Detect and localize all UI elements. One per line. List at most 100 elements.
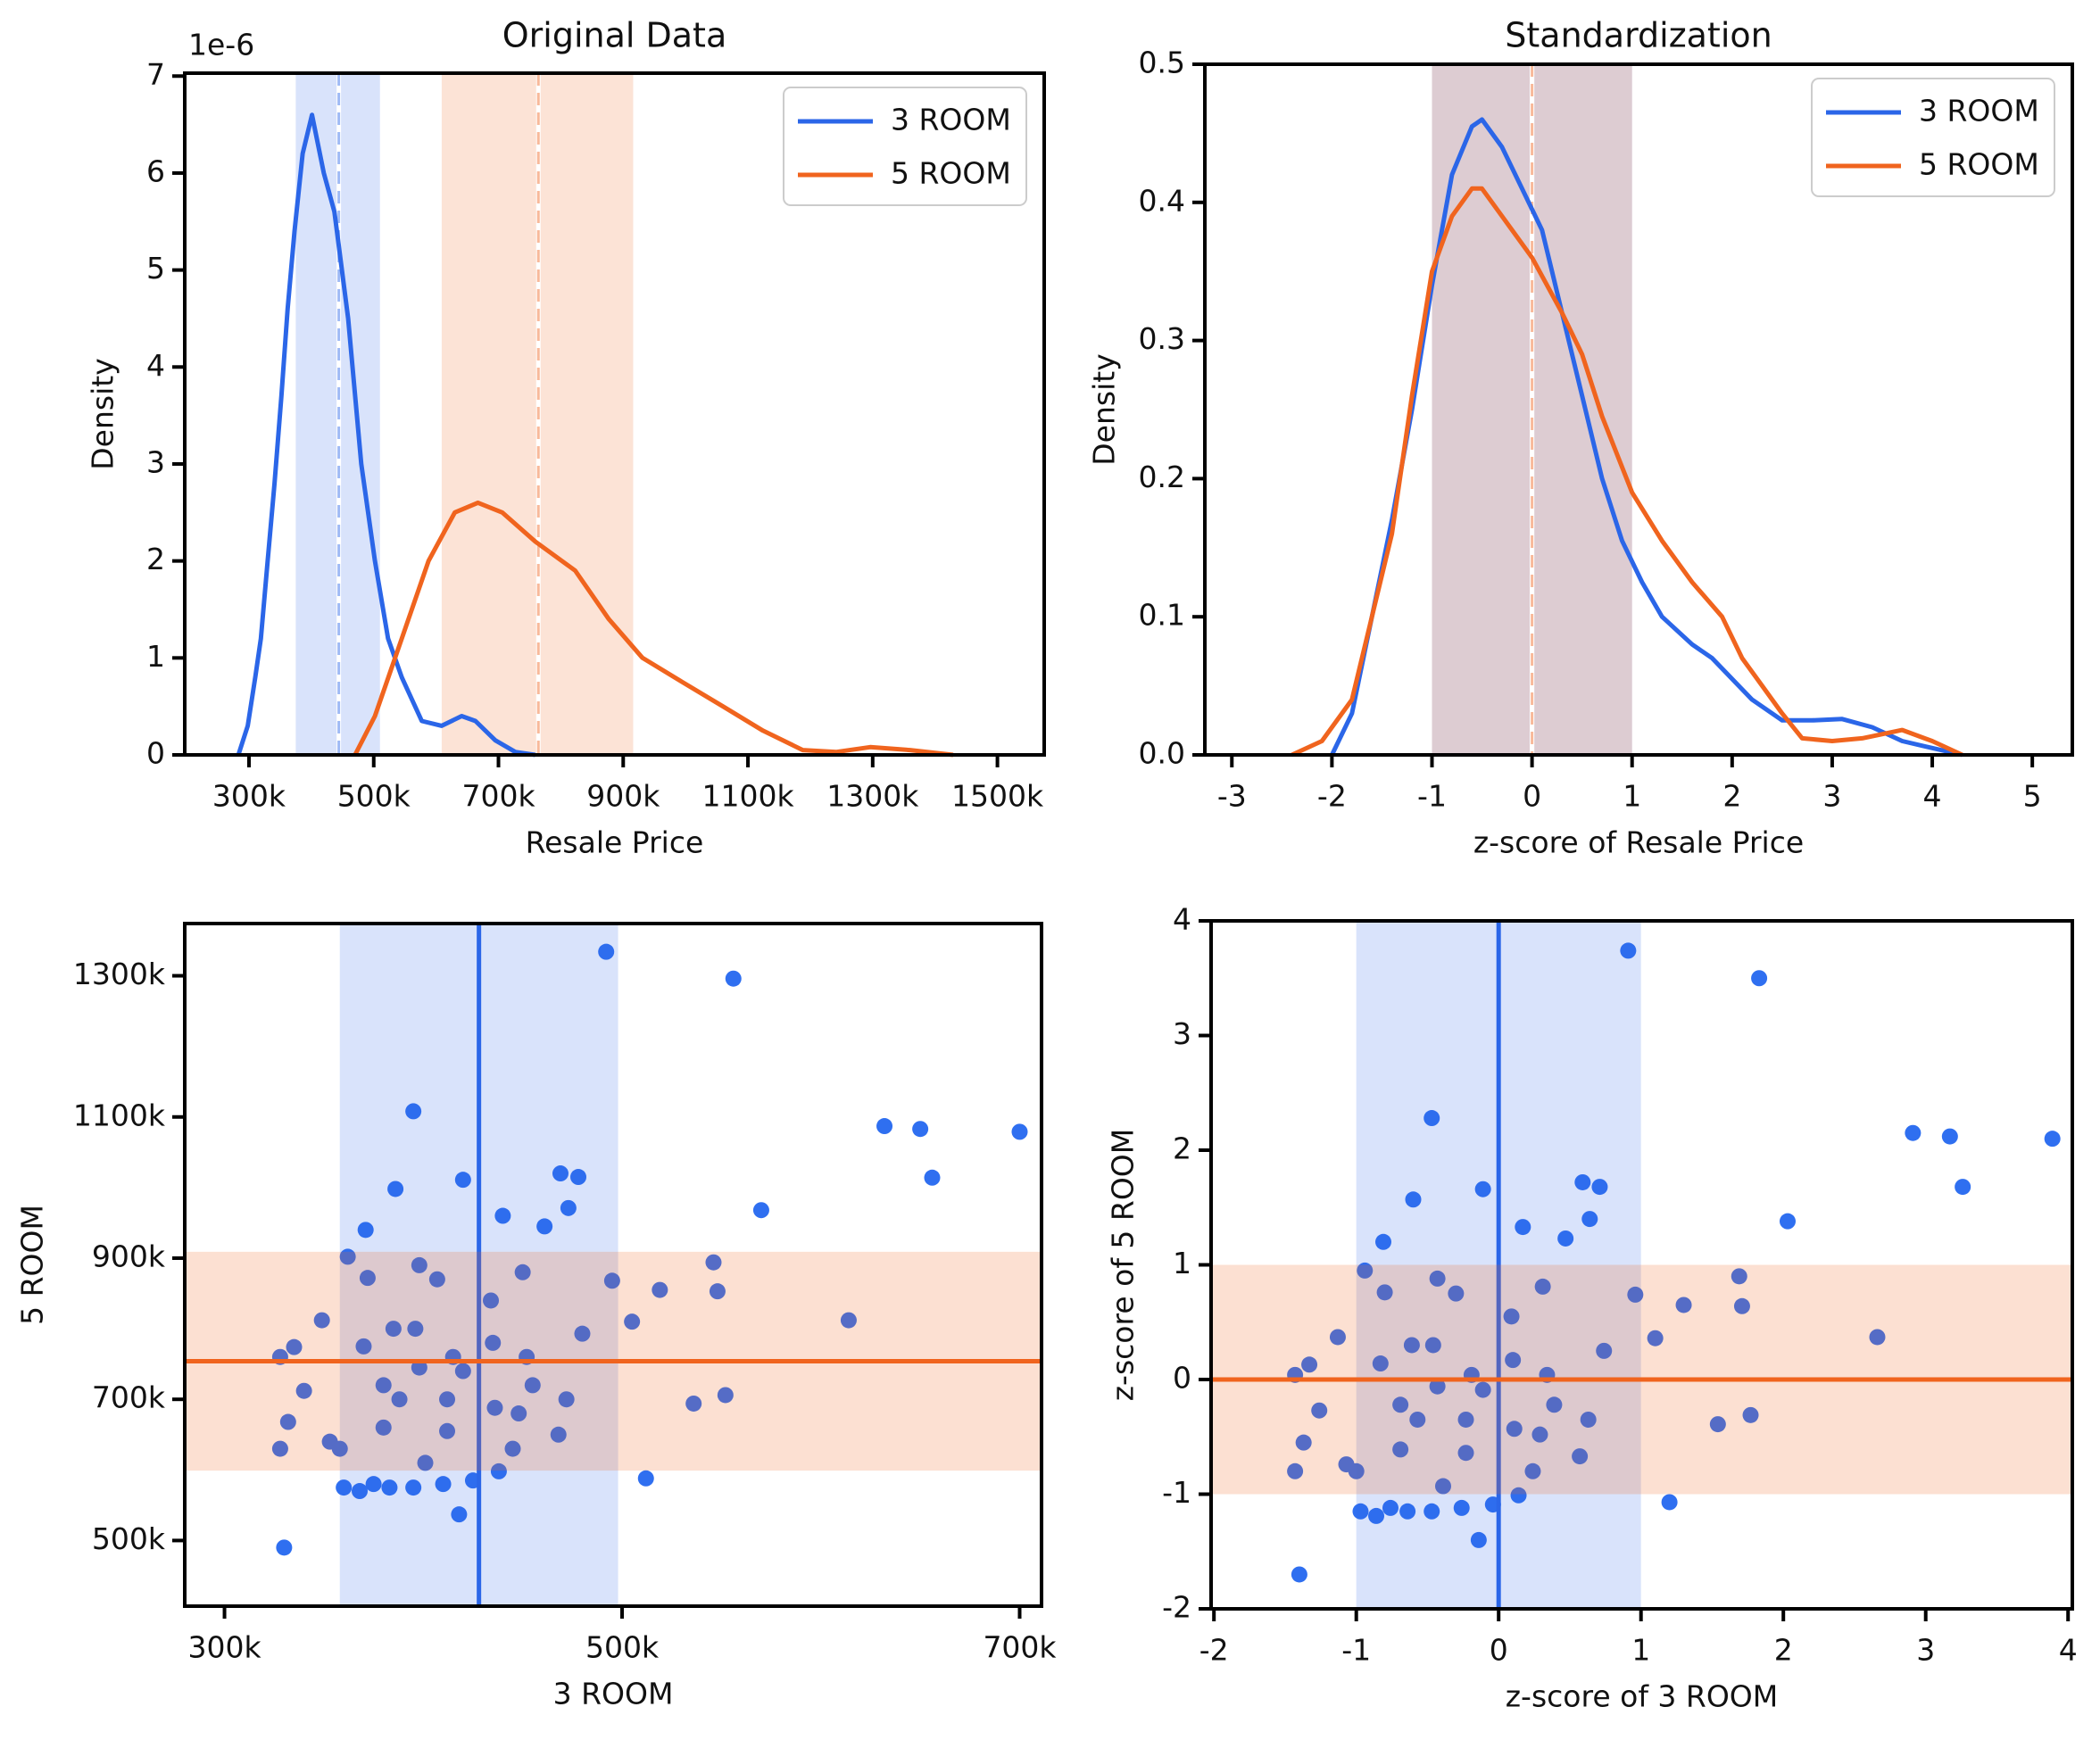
legend-label: 3 ROOM: [1919, 94, 2039, 128]
y-tick-label: 5: [146, 251, 165, 286]
point: [1733, 1297, 1750, 1314]
point: [295, 1382, 312, 1399]
point: [417, 1454, 434, 1471]
point: [1546, 1396, 1563, 1413]
x-tick-label: 900k: [586, 779, 660, 814]
point: [1457, 1411, 1474, 1428]
point: [1376, 1284, 1393, 1301]
point: [552, 1165, 569, 1182]
point: [485, 1334, 502, 1351]
y-tick-label: 1: [146, 639, 165, 674]
point: [1382, 1499, 1399, 1516]
y-tick-label: 1100k: [73, 1098, 166, 1132]
point: [411, 1359, 427, 1376]
point: [1301, 1356, 1318, 1373]
point: [510, 1405, 527, 1422]
point: [504, 1440, 521, 1457]
point: [705, 1254, 722, 1271]
point: [1506, 1421, 1523, 1438]
point: [1591, 1179, 1608, 1196]
legend-label: 3 ROOM: [891, 103, 1011, 137]
point: [1448, 1285, 1465, 1302]
x-tick-label: 300k: [187, 1630, 261, 1665]
point: [1392, 1396, 1409, 1413]
point: [1409, 1411, 1426, 1428]
x-tick-label: -3: [1217, 779, 1247, 814]
point: [411, 1256, 427, 1273]
y-tick-label: 1300k: [73, 957, 166, 991]
x-tick-label: 4: [1923, 779, 1942, 814]
y-tick-label: 1: [1173, 1246, 1191, 1280]
point: [490, 1462, 507, 1479]
point: [1295, 1434, 1312, 1451]
point: [483, 1292, 500, 1309]
point: [876, 1118, 893, 1135]
y-tick-label: 700k: [92, 1380, 166, 1415]
point: [1399, 1503, 1416, 1520]
point: [1424, 1337, 1441, 1354]
point: [1534, 1278, 1551, 1295]
point: [1731, 1268, 1747, 1285]
point: [1403, 1337, 1420, 1354]
point: [405, 1103, 422, 1120]
point: [331, 1440, 348, 1457]
x-axis-label: z-score of Resale Price: [1473, 825, 1804, 860]
point: [494, 1207, 511, 1224]
y-tick-label: 0: [146, 736, 165, 771]
point: [840, 1312, 857, 1329]
panel: 300k 500k 700k 900k 1100k 1300k 1500k 0 1 2 3 4 5 6 7 O…: [86, 16, 1046, 860]
density-line: [1291, 186, 1963, 758]
point: [276, 1539, 293, 1556]
point: [1574, 1173, 1591, 1190]
x-tick-label: 0: [1523, 779, 1541, 814]
point: [1329, 1329, 1346, 1346]
chart-title: Standardization: [1505, 16, 1772, 55]
x-tick-label: 2: [1774, 1633, 1793, 1668]
point: [405, 1479, 422, 1496]
point: [1405, 1191, 1422, 1208]
panel: -3 -2 -1 0 1 2 3 4 5 0.0 0.1 0.2 0.3 0.4 0.5 Standardiz…: [1087, 16, 2074, 860]
chart-title: Original Data: [502, 16, 727, 55]
point: [359, 1270, 376, 1287]
point: [1531, 1426, 1548, 1443]
point: [709, 1283, 726, 1300]
y-tick-label: 7: [146, 57, 165, 92]
y-tick-label: 4: [1173, 902, 1191, 937]
x-tick-label: 5: [2023, 779, 2042, 814]
y-tick-label: 500k: [92, 1521, 166, 1556]
point: [1709, 1416, 1726, 1433]
y-tick-label: 3: [146, 444, 165, 479]
density-line: [353, 500, 954, 758]
x-tick-label: 300k: [212, 779, 286, 814]
y-axis-label: Density: [86, 358, 120, 469]
point: [1505, 1352, 1522, 1369]
x-axis-label: 3 ROOM: [553, 1677, 674, 1711]
point: [1742, 1406, 1759, 1423]
legend-label: 5 ROOM: [1919, 147, 2039, 182]
point: [1357, 1262, 1374, 1279]
x-tick-label: -2: [1317, 779, 1347, 814]
x-tick-label: 3: [1822, 779, 1841, 814]
point: [454, 1172, 471, 1189]
point: [637, 1470, 654, 1487]
point: [1581, 1211, 1598, 1228]
point: [1011, 1123, 1028, 1140]
y-tick-label: 0: [1173, 1361, 1191, 1396]
x-tick-label: 700k: [983, 1630, 1057, 1665]
point: [454, 1363, 471, 1380]
legend-label: 5 ROOM: [891, 156, 1011, 191]
x-tick-label: 500k: [585, 1630, 660, 1665]
axes-frame: [183, 71, 1046, 757]
point: [1751, 970, 1768, 987]
point: [339, 1248, 356, 1265]
point: [1375, 1233, 1391, 1250]
point: [514, 1264, 531, 1280]
y-tick-label: -1: [1162, 1475, 1191, 1510]
point: [387, 1181, 404, 1197]
point: [1620, 942, 1637, 959]
y-tick-label: 6: [146, 153, 165, 188]
y-tick-label: 2: [1173, 1131, 1191, 1166]
point: [336, 1479, 353, 1496]
x-tick-label: 1100k: [702, 779, 795, 814]
